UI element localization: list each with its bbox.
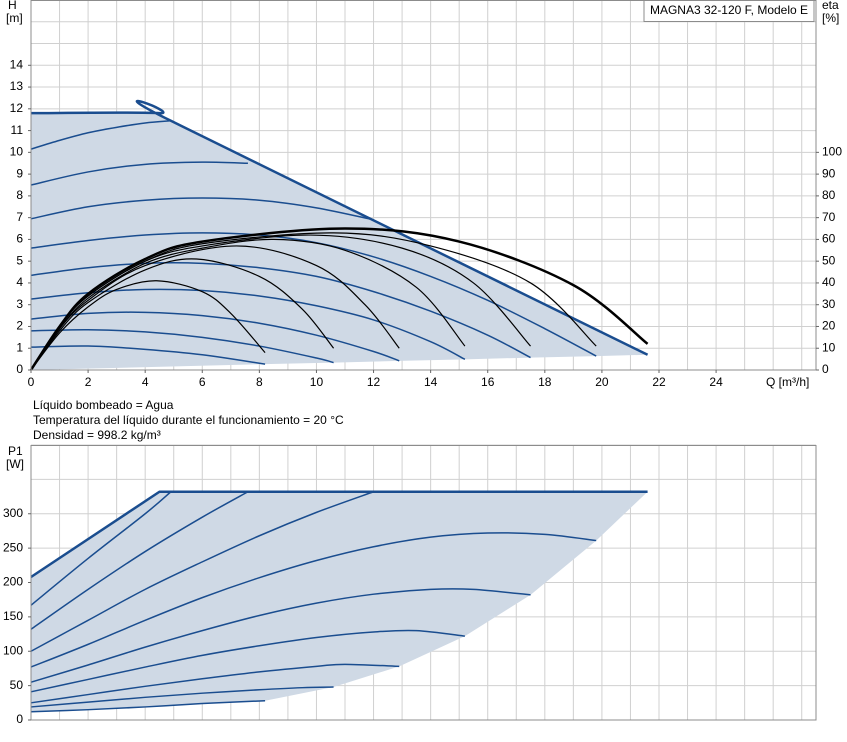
pump-curve [30,700,266,713]
note: Temperatura del líquido durante el funci… [33,413,344,427]
x-tick-label: 6 [199,375,206,389]
plot-frame [30,0,817,371]
x-tick-label: 8 [256,375,263,389]
x-tick-label: 14 [424,375,438,389]
y-axis-unit: [W] [6,457,24,471]
y-tick-label: 10 [10,145,24,159]
pump-curve [30,262,531,359]
x-tick-label: 10 [310,375,324,389]
y2-tick-label: 30 [822,297,836,311]
efficiency-curve [29,227,649,371]
operating-area [31,491,648,712]
y2-tick-label: 60 [822,232,836,246]
y-tick-label: 11 [11,123,24,137]
pump-curve [30,99,649,356]
y-tick-label: 7 [16,210,23,224]
y2-axis-unit: [%] [822,11,839,25]
y-tick-label: 300 [3,506,23,520]
y-tick-label: 250 [3,540,23,554]
pump-curve [30,161,248,186]
pump-curve [30,197,374,221]
y2-tick-label: 10 [822,340,836,354]
y2-tick-label: 90 [822,166,836,180]
y-tick-label: 50 [10,678,24,692]
pump-curve [30,491,249,630]
y-tick-label: 150 [3,609,23,623]
y-tick-label: 0 [16,362,23,376]
y2-tick-label: 100 [822,145,842,159]
x-tick-label: 16 [481,375,495,389]
y-tick-label: 8 [16,188,23,202]
y-tick-label: 12 [10,101,24,115]
efficiency-curve [30,238,466,371]
pump-curve [30,663,400,704]
y-tick-label: 9 [16,166,23,180]
y-axis-label: P1 [8,444,23,458]
pump-curve [30,629,465,693]
y-tick-label: 2 [16,319,23,333]
pump-curve [30,686,334,708]
y-tick-label: 5 [16,253,23,267]
y-tick-label: 200 [3,575,23,589]
y-axis-unit: [m] [6,11,23,25]
y-tick-label: 14 [10,57,24,71]
y-tick-label: 100 [3,643,23,657]
note: Líquido bombeado = Agua [33,398,174,412]
y2-tick-label: 40 [822,275,836,289]
x-tick-label: 2 [85,375,92,389]
y2-tick-label: 0 [822,362,829,376]
y-tick-label: 0 [16,712,23,726]
x-tick-label: 0 [28,375,35,389]
note: Densidad = 998.2 kg/m³ [33,428,161,442]
x-tick-label: 24 [709,375,723,389]
x-tick-label: 18 [538,375,552,389]
efficiency-curve [30,280,266,371]
y-tick-label: 4 [16,275,23,289]
efficiency-curve [30,258,335,371]
y-tick-label: 3 [16,297,23,311]
pump-curve [30,587,531,683]
pump-curve [30,345,266,365]
operating-area [31,113,648,371]
y-tick-label: 13 [10,79,24,93]
pump-curve [30,490,648,579]
y-tick-label: 6 [16,232,23,246]
y-axis-label: H [8,0,17,12]
y2-axis-label: eta [822,0,839,12]
y2-tick-label: 80 [822,188,836,202]
x-tick-label: 20 [595,375,609,389]
y-tick-label: 1 [16,340,23,354]
pump-curve [30,491,172,606]
y2-tick-label: 70 [822,210,836,224]
legend-box [643,0,815,22]
pump-curve [30,491,374,652]
chart-title: MAGNA3 32-120 F, Modelo E [650,3,808,17]
y2-tick-label: 50 [822,253,836,267]
x-axis-label: Q [m³/h] [766,375,809,389]
x-tick-label: 12 [367,375,381,389]
pump-curve [30,311,400,362]
x-tick-label: 22 [652,375,666,389]
pump-curve [30,328,334,364]
x-tick-label: 4 [142,375,149,389]
y2-tick-label: 20 [822,319,836,333]
pump-curve [30,120,171,150]
pump-curve [30,532,597,668]
